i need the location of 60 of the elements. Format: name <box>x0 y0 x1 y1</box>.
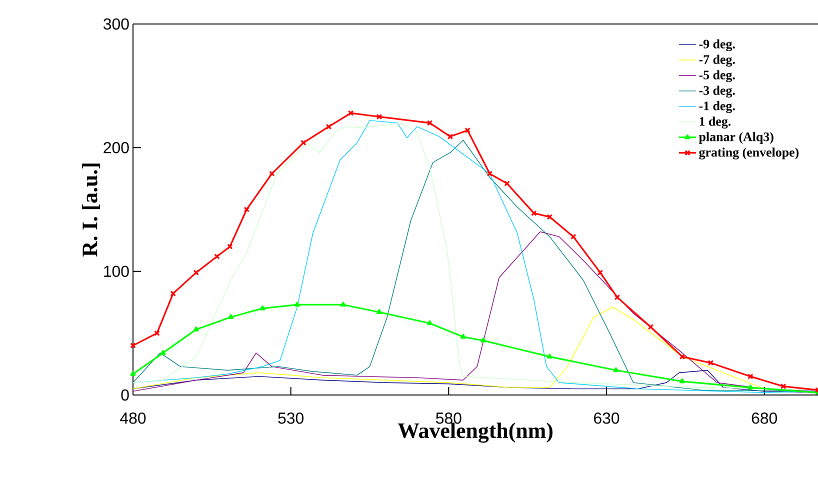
point <box>570 234 576 240</box>
point <box>214 254 220 260</box>
x-axis-title: Wavelength(nm) <box>398 422 552 443</box>
point <box>193 270 200 276</box>
point <box>376 114 382 120</box>
legend-label: planar (Alq3) <box>698 132 774 144</box>
x-tick-label: 480 <box>120 412 146 424</box>
point <box>326 124 332 130</box>
point <box>748 384 754 390</box>
legend-label: -3 deg. <box>699 86 735 98</box>
legend-label: 1 deg. <box>700 116 731 128</box>
legend-label: -5 deg. <box>699 70 735 82</box>
point <box>170 290 176 297</box>
point <box>680 378 685 384</box>
x-tick-label: 630 <box>594 412 620 424</box>
point <box>294 302 300 307</box>
point <box>648 324 654 330</box>
point <box>160 350 166 355</box>
legend-label: grating (envelope) <box>699 148 799 160</box>
point <box>530 210 537 216</box>
y-tick-label: 0 <box>121 389 129 401</box>
point <box>300 140 306 146</box>
y-axis-title: R. I. [a.u.] <box>82 164 100 257</box>
point <box>376 309 382 314</box>
point <box>597 270 604 276</box>
legend-label: -9 deg. <box>699 39 735 52</box>
point <box>340 302 346 307</box>
point <box>427 320 432 326</box>
y-tick-label: 200 <box>104 142 129 154</box>
point <box>748 374 754 380</box>
point <box>486 170 493 177</box>
point <box>426 120 433 126</box>
point <box>447 134 454 140</box>
point <box>130 370 136 376</box>
legend-label: -7 deg. <box>699 54 735 67</box>
point <box>679 354 686 360</box>
y-tick-label: 300 <box>103 18 129 30</box>
point <box>480 338 486 342</box>
y-tick-label: 100 <box>104 266 129 277</box>
x-tick-label: 530 <box>278 412 304 424</box>
point <box>546 214 553 220</box>
x-tick-label: 580 <box>436 412 462 424</box>
point <box>244 206 250 212</box>
point <box>504 180 510 186</box>
point <box>464 127 471 134</box>
legend-label: -1 deg. <box>699 101 735 114</box>
point <box>268 170 275 177</box>
point <box>546 354 552 359</box>
point <box>260 305 266 310</box>
point <box>193 326 199 332</box>
point <box>708 360 714 366</box>
point <box>154 330 160 336</box>
point <box>228 314 234 319</box>
point <box>614 294 620 300</box>
point <box>780 383 786 390</box>
x-tick-label: 680 <box>752 412 778 424</box>
point <box>613 367 619 372</box>
point <box>348 110 354 116</box>
point <box>227 244 233 250</box>
point <box>460 334 466 339</box>
